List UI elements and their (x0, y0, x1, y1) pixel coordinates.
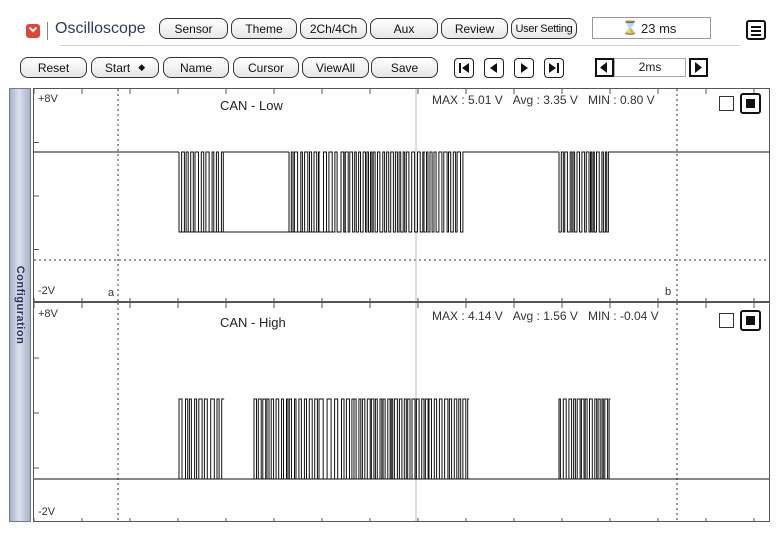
channel-stop-button[interactable] (740, 93, 761, 114)
channel-stop-button[interactable] (740, 310, 761, 331)
avg-label: Avg (512, 93, 534, 107)
start-stepper-icon: ◆ (138, 62, 146, 72)
avg-value: 1.56 V (543, 309, 578, 323)
waveform-trace (34, 151, 769, 233)
max-value: 5.01 V (468, 93, 503, 107)
channel-panel-can-low[interactable]: +8V -2V CAN - Low MAX : 5.01 V Avg : 3.3… (33, 88, 770, 302)
theme-button[interactable]: Theme (231, 18, 297, 39)
hourglass-icon: ⌛ (622, 20, 639, 35)
name-button[interactable]: Name (163, 57, 229, 78)
viewall-button[interactable]: ViewAll (302, 57, 369, 78)
ymax-label: +8V (38, 308, 58, 320)
waveform-trace (34, 398, 769, 480)
channel-checkbox[interactable] (719, 96, 734, 111)
sensor-button[interactable]: Sensor (159, 18, 228, 39)
cursor-a-label: a (108, 287, 115, 299)
ymax-label: +8V (38, 93, 58, 105)
title-divider (47, 22, 48, 40)
min-value: 0.80 V (619, 93, 655, 107)
cursor-b-label: b (665, 286, 672, 298)
start-label: Start (104, 60, 131, 75)
min-label: MIN (587, 309, 610, 323)
ymin-label: -2V (38, 506, 56, 518)
min-label: MIN (587, 93, 610, 107)
channel-name: CAN - High (220, 315, 286, 330)
first-frame-icon[interactable] (454, 58, 474, 78)
reset-button[interactable]: Reset (20, 57, 87, 78)
timing-value: 23 ms (641, 21, 677, 36)
channels-button[interactable]: 2Ch/4Ch (300, 18, 367, 39)
app-icon[interactable] (26, 23, 40, 38)
configuration-sidebar[interactable]: Configuration (9, 88, 31, 522)
timebase-decrease-icon[interactable] (595, 58, 614, 77)
app-title: Oscilloscope (55, 20, 146, 37)
configuration-label: Configuration (14, 265, 26, 345)
channel-stats: MAX : 5.01 V Avg : 3.35 V MIN : 0.80 V (432, 93, 655, 107)
timebase-value: 2ms (614, 58, 686, 77)
waveform-plot-can-low (34, 89, 769, 301)
user-setting-button[interactable]: User Setting (511, 18, 577, 39)
channel-panel-can-high[interactable]: +8V -2V CAN - High MAX : 4.14 V Avg : 1.… (33, 302, 770, 522)
start-button[interactable]: Start ◆ (91, 57, 159, 78)
avg-value: 3.35 V (543, 93, 578, 107)
channel-name: CAN - Low (220, 98, 283, 113)
review-button[interactable]: Review (441, 18, 508, 39)
avg-label: Avg (512, 309, 534, 323)
toolbar-separator (60, 45, 740, 46)
max-value: 4.14 V (468, 309, 503, 323)
cursor-button[interactable]: Cursor (233, 57, 299, 78)
channel-stats: MAX : 4.14 V Avg : 1.56 V MIN : -0.04 V (432, 309, 659, 323)
max-label: MAX (432, 93, 459, 107)
next-frame-icon[interactable] (514, 58, 534, 78)
waveform-plot-can-high (34, 303, 769, 521)
channel-checkbox[interactable] (719, 313, 734, 328)
last-frame-icon[interactable] (544, 58, 564, 78)
min-value: -0.04 V (619, 309, 659, 323)
ymin-label: -2V (38, 285, 56, 297)
timing-display: ⌛ 23 ms (592, 17, 711, 39)
prev-frame-icon[interactable] (484, 58, 504, 78)
layout-menu-icon[interactable] (746, 20, 766, 40)
aux-button[interactable]: Aux (370, 18, 438, 39)
save-button[interactable]: Save (371, 57, 438, 78)
timebase-increase-icon[interactable] (689, 58, 708, 77)
max-label: MAX (432, 309, 459, 323)
